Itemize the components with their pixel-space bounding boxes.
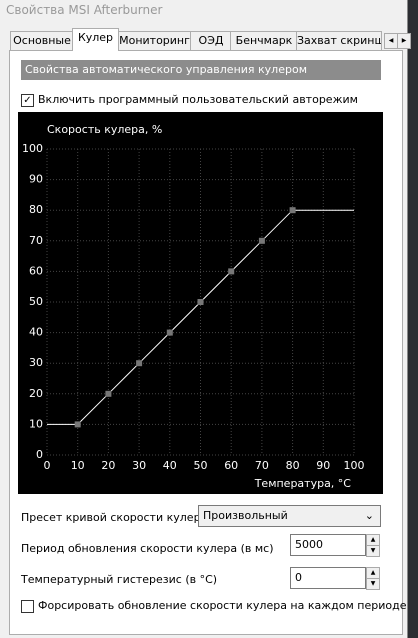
x-tick-label: 40 [163, 459, 177, 472]
y-tick-label: 80 [29, 203, 43, 216]
curve-point [289, 207, 296, 214]
tab-scroll-left[interactable]: ◀ [384, 33, 398, 49]
tab[interactable]: Кулер [72, 28, 119, 51]
curve-point [197, 299, 204, 305]
y-tick-label: 40 [29, 326, 43, 339]
curve-point [228, 268, 235, 275]
y-tick-label: 90 [29, 173, 43, 186]
checkbox-label[interactable]: Форсировать обновление скорости кулера н… [38, 599, 407, 612]
period-label: Период обновления скорости кулера (в мс) [21, 542, 274, 555]
x-tick-label: 100 [344, 459, 365, 472]
tab[interactable]: Бенчмарк [230, 31, 298, 50]
period-input[interactable]: 5000 [290, 534, 366, 556]
y-tick-label: 60 [29, 264, 43, 277]
tab[interactable]: Мониторинг [117, 31, 192, 50]
curve-line [47, 209, 354, 425]
x-tick-label: 50 [194, 459, 208, 472]
tab[interactable]: ОЭД [190, 31, 232, 50]
curve-point [105, 390, 112, 397]
preset-dropdown[interactable]: Произвольный ⌄ [198, 505, 381, 527]
x-tick-label: 10 [71, 459, 85, 472]
window-title: Свойства MSI Afterburner [6, 3, 163, 17]
y-tick-label: 70 [29, 234, 43, 247]
spin-down[interactable]: ▼ [366, 578, 380, 590]
curve-point [258, 237, 265, 244]
y-tick-label: 30 [29, 356, 43, 369]
chart-title: Скорость кулера, % [47, 123, 162, 136]
tab[interactable]: Основные [10, 31, 74, 50]
x-axis-label: Температура, °C [254, 477, 352, 490]
preset-value: Произвольный [203, 509, 288, 522]
y-tick-label: 20 [29, 387, 43, 400]
tab[interactable]: Захват скринш [296, 31, 382, 50]
y-tick-label: 100 [22, 142, 43, 155]
x-tick-label: 90 [316, 459, 330, 472]
checkbox-label[interactable]: Включить программный пользовательский ав… [38, 93, 358, 106]
y-tick-label: 0 [36, 448, 43, 461]
x-tick-label: 70 [255, 459, 269, 472]
x-tick-label: 30 [132, 459, 146, 472]
fan-curve-chart[interactable]: Скорость кулера, % Температура, °C 0 10 20… [18, 112, 383, 494]
curve-point [136, 360, 143, 367]
section-header: Свойства автоматического управления куле… [21, 60, 381, 80]
dropdown-arrow: ⌄ [364, 509, 374, 522]
hysteresis-input[interactable]: 0 [290, 567, 366, 589]
x-tick-label: 80 [286, 459, 300, 472]
checkbox[interactable] [21, 600, 34, 613]
checkbox[interactable]: ✓ [21, 94, 34, 107]
spin-down[interactable]: ▼ [366, 545, 380, 557]
curve-point [74, 421, 81, 428]
x-tick-label: 20 [101, 459, 115, 472]
hysteresis-label: Температурный гистерезис (в °C) [21, 573, 218, 586]
y-tick-label: 10 [29, 417, 43, 430]
x-tick-label: 60 [224, 459, 238, 472]
preset-label: Пресет кривой скорости кулера [21, 511, 208, 524]
tab-scroll-right[interactable]: ▶ [397, 33, 411, 49]
x-tick-label: 0 [44, 459, 51, 472]
curve-point [166, 329, 173, 336]
y-tick-label: 50 [29, 295, 43, 308]
